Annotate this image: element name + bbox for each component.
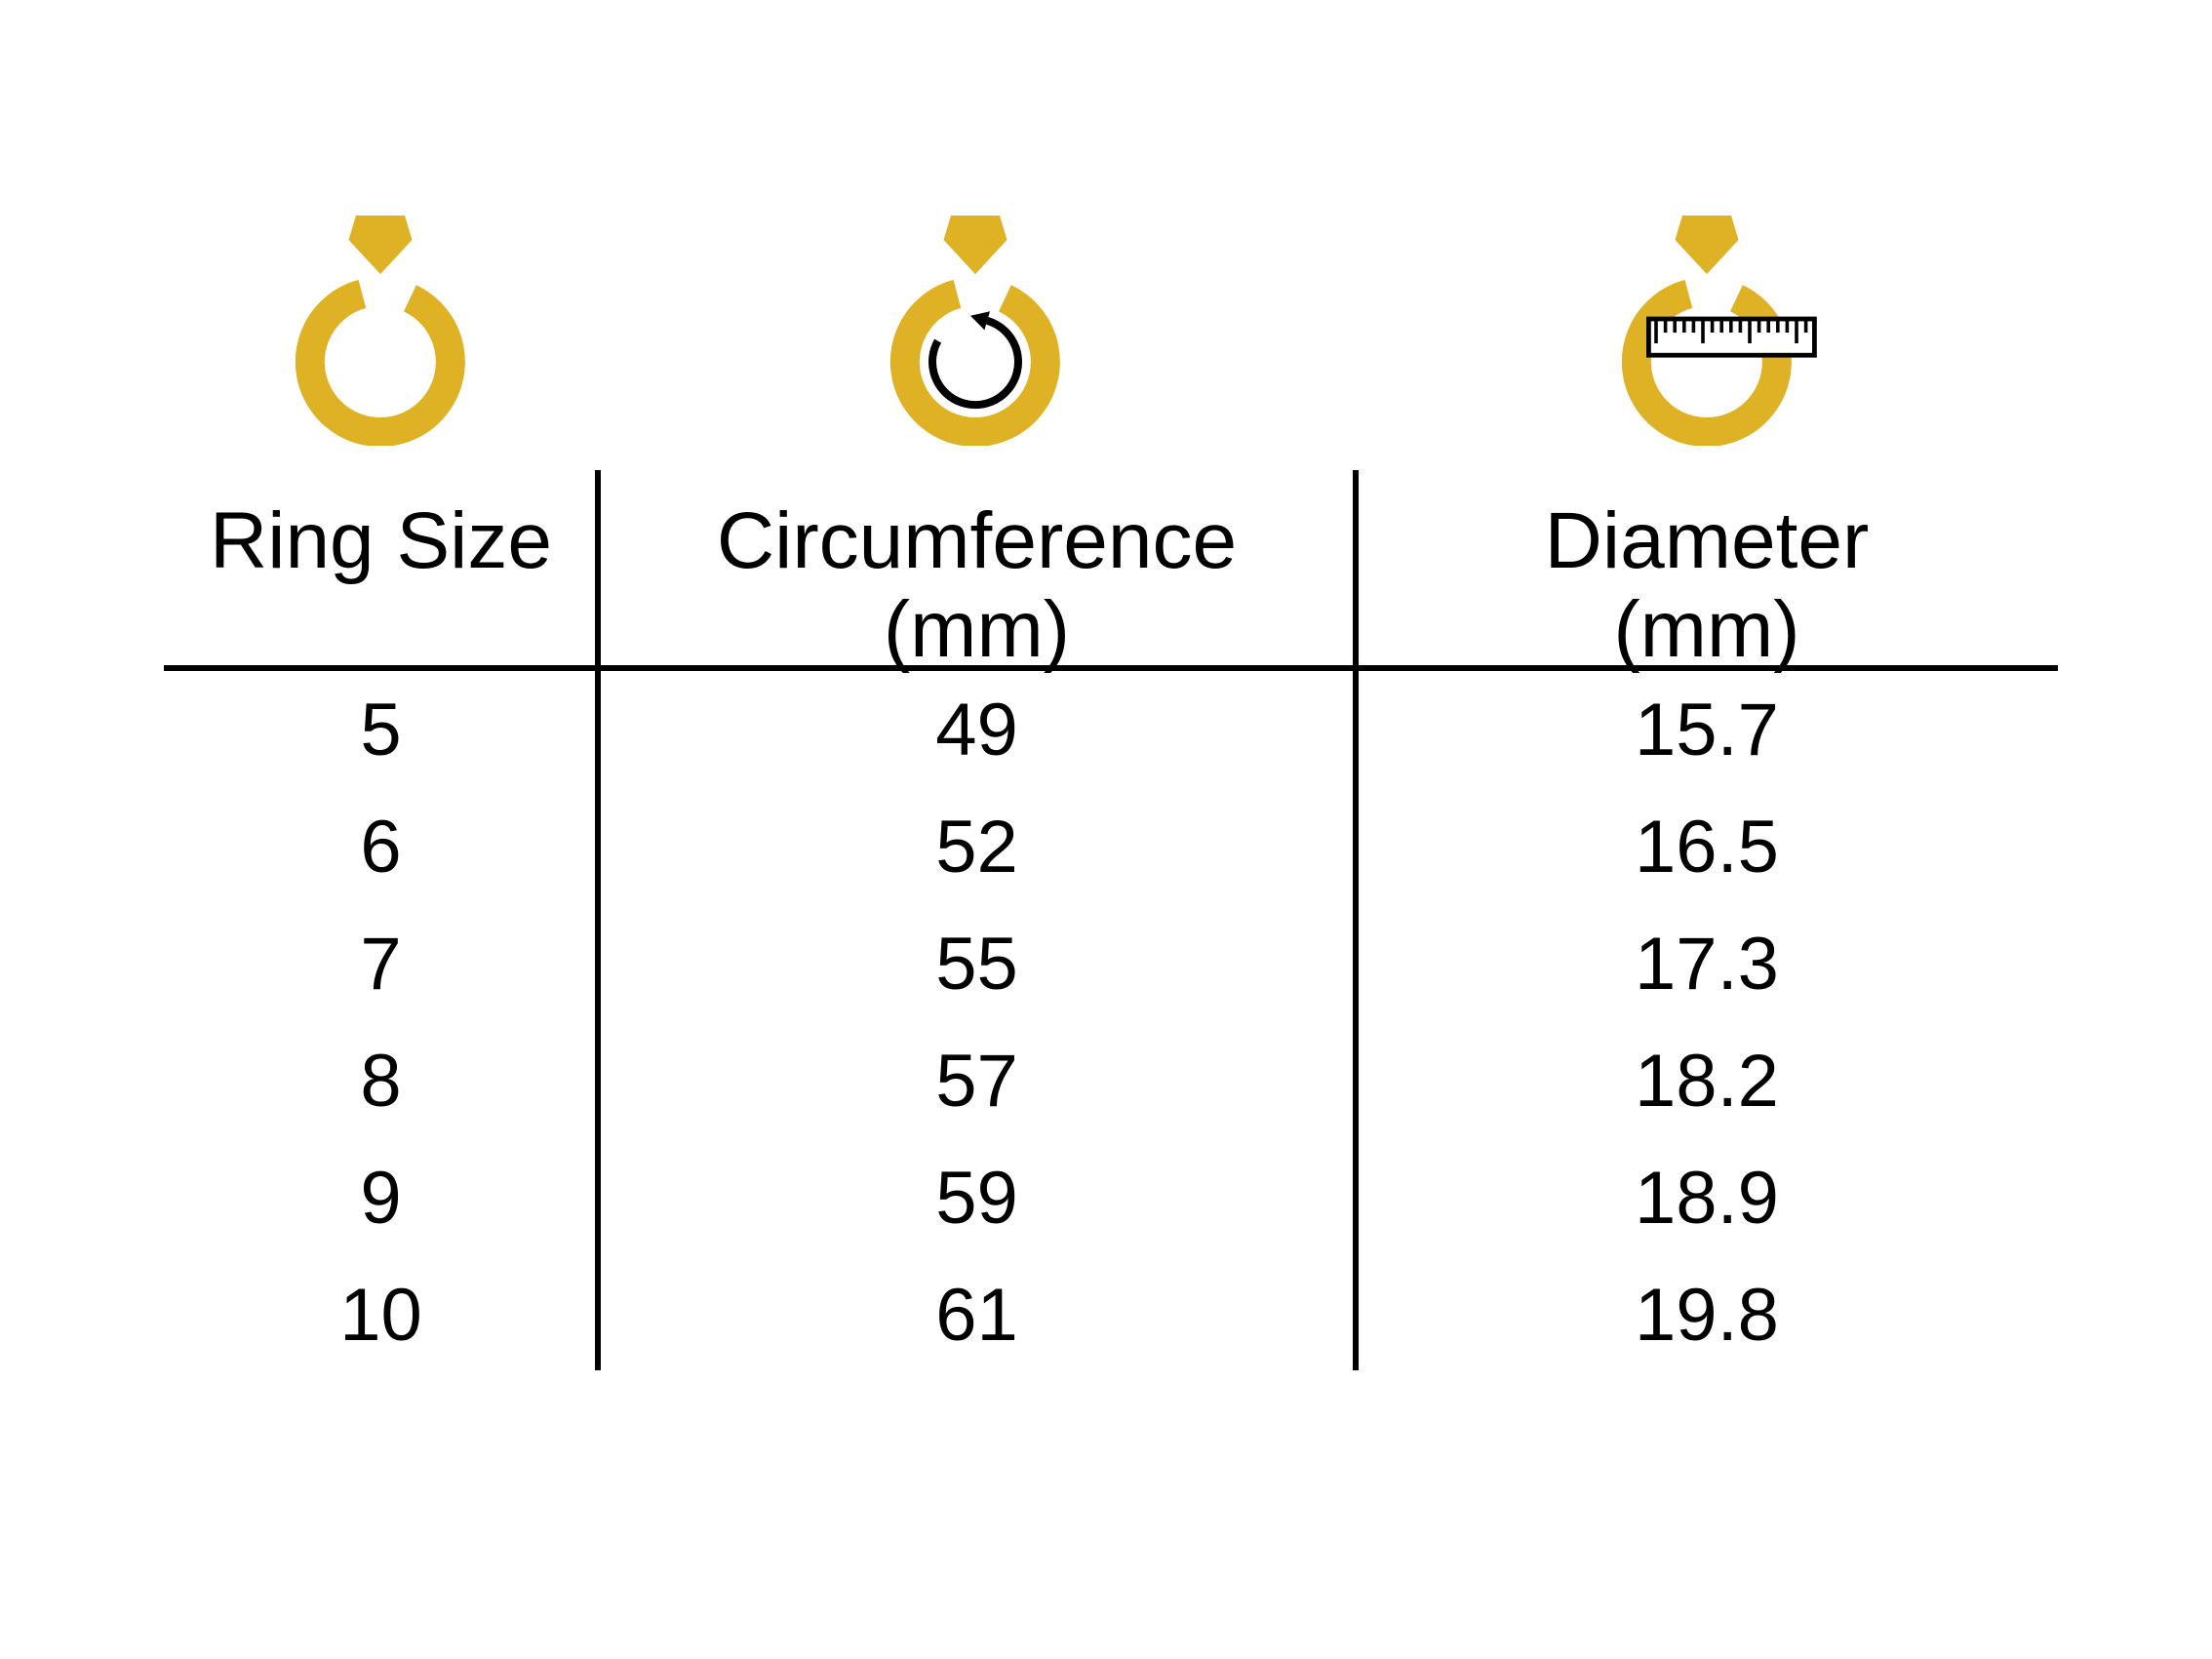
table-cell-circumference-row-4: 57 [935, 1039, 1018, 1123]
table-cell-circumference-row-6: 61 [935, 1273, 1018, 1357]
table-cell-ring_size-row-2: 6 [360, 805, 402, 889]
table-cell-ring_size-row-3: 7 [360, 922, 402, 1006]
ring-diameter-ruler-icon [1621, 208, 1817, 446]
ring-with-diamond-icon [295, 208, 465, 446]
table-cell-diameter-row-1: 15.7 [1635, 688, 1779, 771]
ring-circumference-rotation-icon [889, 208, 1060, 446]
table-cell-ring_size-row-4: 8 [360, 1039, 402, 1123]
header-divider-line [164, 665, 2058, 671]
table-cell-diameter-row-4: 18.2 [1635, 1039, 1779, 1123]
table-cell-ring_size-row-5: 9 [360, 1156, 402, 1240]
table-cell-diameter-row-2: 16.5 [1635, 805, 1779, 889]
table-cell-diameter-row-5: 18.9 [1635, 1156, 1779, 1240]
table-cell-diameter-row-3: 17.3 [1635, 922, 1779, 1006]
column-divider-line-1 [595, 470, 601, 1370]
column-header-circumference-unit: (mm) [883, 585, 1071, 674]
table-cell-ring_size-row-6: 10 [339, 1273, 422, 1357]
table-cell-circumference-row-1: 49 [935, 688, 1018, 771]
table-cell-circumference-row-3: 55 [935, 922, 1018, 1006]
table-cell-circumference-row-5: 59 [935, 1156, 1018, 1240]
ruler-glyph [1646, 316, 1817, 358]
column-header-diameter-unit: (mm) [1613, 585, 1800, 674]
table-cell-ring_size-row-1: 5 [360, 688, 402, 771]
column-divider-line-2 [1353, 470, 1359, 1370]
column-header-diameter: Diameter [1544, 496, 1870, 585]
column-header-ring-size: Ring Size [210, 496, 552, 585]
column-header-circumference: Circumference [716, 496, 1238, 585]
table-cell-circumference-row-2: 52 [935, 805, 1018, 889]
table-body: 5 49 15.7 6 52 16.5 7 55 17.3 8 57 18.2 9 59 18.9 10 61 1… [164, 671, 2058, 1373]
table-cell-diameter-row-6: 19.8 [1635, 1273, 1779, 1357]
